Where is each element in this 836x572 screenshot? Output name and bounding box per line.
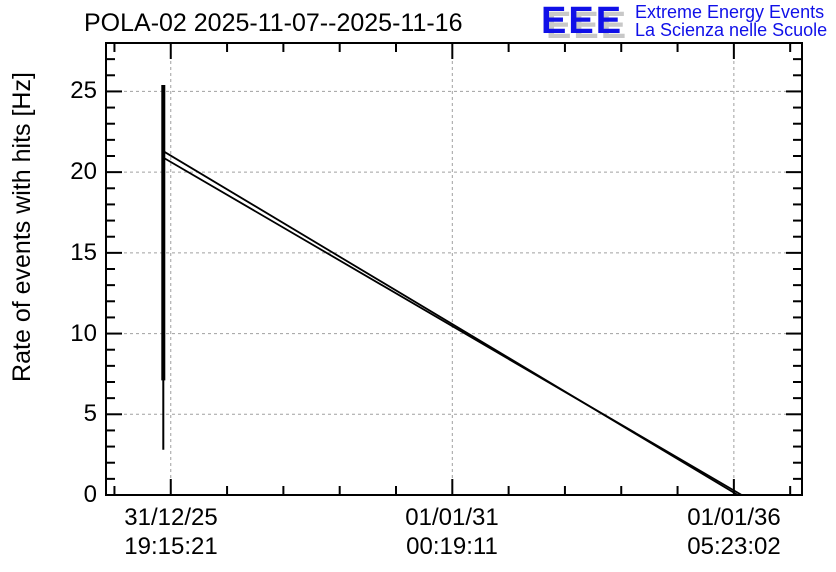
x-tick-time-2: 00:19:11: [406, 533, 498, 560]
x-tick-date-3: 01/01/36: [687, 504, 781, 531]
x-tick-label-2: 01/01/31 00:19:11: [352, 503, 552, 561]
x-tick-time-3: 05:23:02: [687, 533, 781, 560]
eee-logo-line1: Extreme Energy Events: [635, 2, 825, 22]
y-tick-label-10: 10: [70, 320, 97, 347]
series-drift-line-lower: [162, 156, 743, 496]
plot-frame: [105, 42, 803, 496]
y-tick-label-15: 15: [70, 239, 97, 266]
eee-logo-line2: La Scienza nelle Scuole: [635, 20, 828, 40]
y-tick-label-5: 5: [83, 400, 97, 427]
y-tick-label-20: 20: [70, 158, 97, 185]
x-tick-label-1: 31/12/25 19:15:21: [71, 503, 271, 561]
y-tick-label-0: 0: [83, 481, 97, 508]
plot-title: POLA-02 2025-11-07--2025-11-16: [84, 9, 463, 37]
x-tick-label-3: 01/01/36 05:23:02: [634, 503, 834, 561]
y-tick-label-25: 25: [70, 77, 97, 104]
x-tick-date-2: 01/01/31: [405, 504, 499, 531]
x-tick-date-1: 31/12/25: [124, 504, 218, 531]
y-axis-title: Rate of events with hits [Hz]: [8, 72, 36, 382]
eee-logo-acronym: EEE: [541, 0, 624, 42]
x-tick-time-1: 19:15:21: [124, 533, 218, 560]
eee-logo-text: Extreme Energy Events La Scienza nelle S…: [635, 3, 835, 39]
